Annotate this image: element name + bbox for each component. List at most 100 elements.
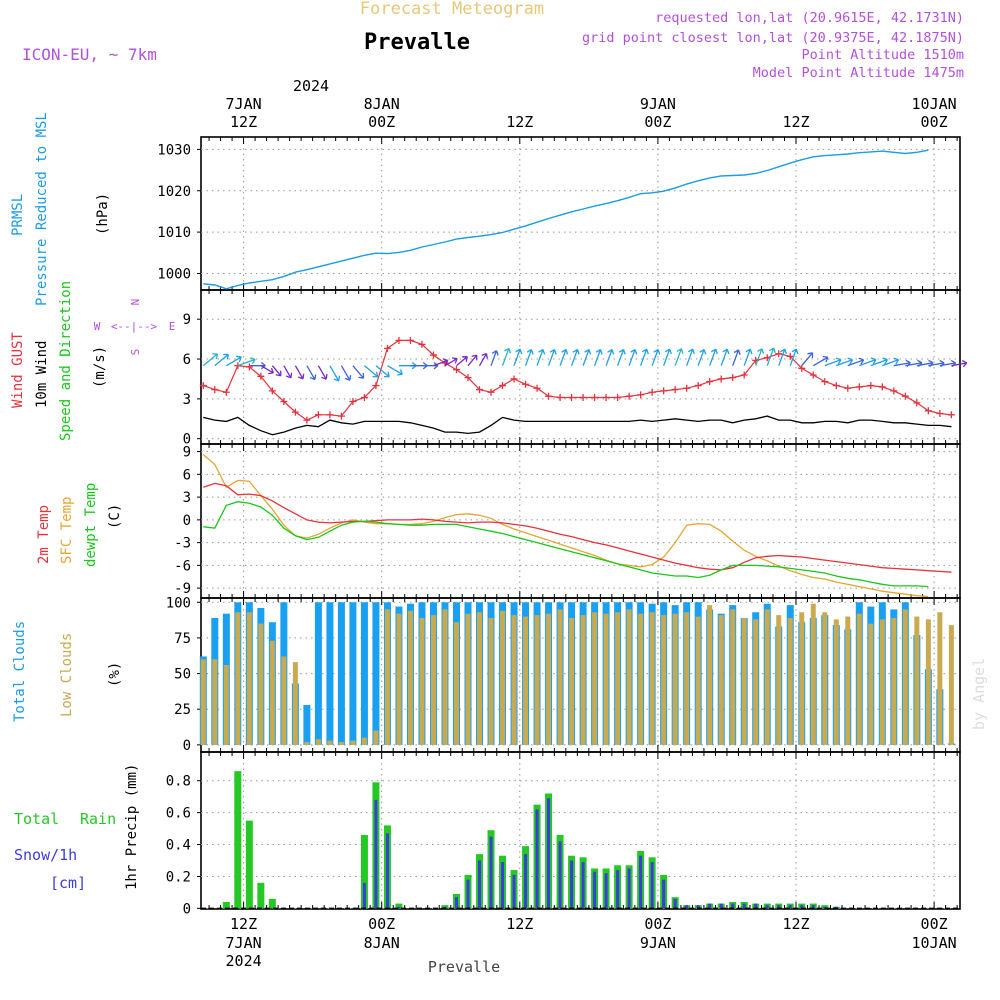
wind-arrow bbox=[490, 350, 499, 366]
wind-arrow-shaft bbox=[836, 359, 853, 367]
snow-bar bbox=[535, 809, 539, 909]
wind-arrow-head bbox=[572, 348, 580, 355]
gust-point bbox=[349, 398, 357, 406]
wind-arrow-shaft bbox=[824, 359, 842, 367]
wind-arrow bbox=[686, 348, 695, 366]
wind-arrow-head bbox=[250, 357, 256, 365]
low-cloud-bar bbox=[373, 730, 379, 745]
rain-bar bbox=[268, 898, 276, 909]
y-tick-label: -6 bbox=[174, 558, 191, 574]
label-speed-direction: Speed and Direction bbox=[58, 281, 74, 441]
label-2m-temp: 2m Temp bbox=[36, 505, 52, 564]
gust-point bbox=[303, 416, 311, 424]
wind-arrow-head bbox=[268, 367, 274, 375]
low-cloud-bar bbox=[603, 613, 609, 745]
wind-arrow-head bbox=[504, 347, 512, 354]
wind-arrow-head bbox=[882, 357, 888, 365]
total-cloud-bar bbox=[372, 602, 380, 745]
label-percent: (%) bbox=[107, 662, 123, 687]
y-tick-label: 6 bbox=[183, 352, 191, 368]
gust-point bbox=[809, 371, 817, 379]
wind-arrow-shaft bbox=[847, 359, 864, 367]
top-time-label: 00Z bbox=[644, 113, 671, 131]
low-cloud-bar bbox=[948, 625, 954, 745]
wind-arrow-head bbox=[618, 348, 626, 355]
wind-arrow-head bbox=[451, 357, 458, 364]
wind-arrow bbox=[317, 365, 328, 380]
wind-arrow-shaft bbox=[893, 362, 911, 367]
low-cloud-bar bbox=[246, 612, 252, 745]
low-cloud-bar bbox=[258, 623, 264, 745]
low-cloud-bar bbox=[925, 619, 931, 745]
low-cloud-bar bbox=[235, 612, 241, 745]
wind-arrow-head bbox=[768, 347, 776, 354]
y-tick-label: 0.8 bbox=[166, 774, 191, 790]
wind-arrow-shaft bbox=[720, 348, 728, 366]
snow-bar bbox=[593, 871, 597, 909]
low-cloud-bar bbox=[396, 613, 402, 745]
gust-point bbox=[786, 352, 794, 360]
label-precip-mm: 1hr Precip (mm) bbox=[124, 764, 140, 890]
bottom-year-label: 2024 bbox=[226, 952, 262, 970]
y-tick-label: 0.4 bbox=[166, 838, 191, 854]
y-tick-label: 0 bbox=[183, 738, 191, 754]
bottom-time-label: 12Z bbox=[506, 915, 533, 933]
gust-point bbox=[199, 382, 207, 390]
gust-point bbox=[867, 382, 875, 390]
snow-bar bbox=[570, 860, 574, 909]
wind-arrow bbox=[329, 365, 341, 382]
label-dewpt-temp: dewpt Temp bbox=[83, 483, 99, 567]
label-total: Total bbox=[14, 810, 59, 828]
wind-arrow-head bbox=[710, 348, 718, 355]
compass-s: S bbox=[129, 349, 142, 356]
wind-arrow-shaft bbox=[674, 348, 682, 366]
wind-arrow bbox=[467, 354, 478, 367]
gust-point bbox=[533, 384, 541, 392]
sfc-temp-line bbox=[202, 454, 929, 598]
wind-arrow-head bbox=[442, 358, 449, 366]
wind-arrow bbox=[755, 348, 765, 366]
wind-arrow bbox=[593, 348, 603, 366]
low-cloud-bar bbox=[534, 615, 540, 745]
snow-bar bbox=[639, 855, 643, 909]
wind-arrow-shaft bbox=[387, 365, 403, 375]
wind-arrow bbox=[766, 347, 776, 366]
wind-arrow-shaft bbox=[697, 349, 705, 366]
gust-point bbox=[568, 394, 576, 402]
y-tick-label: 0 bbox=[183, 432, 191, 448]
wind-arrow bbox=[640, 348, 649, 366]
wind-arrow-shaft bbox=[364, 365, 379, 378]
top-time-label: 00Z bbox=[368, 113, 395, 131]
snow-bar bbox=[742, 903, 746, 909]
product-title: Forecast Meteogram bbox=[360, 0, 544, 19]
low-cloud-bar bbox=[937, 612, 943, 745]
low-cloud-bar bbox=[569, 617, 575, 745]
low-cloud-bar bbox=[281, 656, 287, 745]
low-cloud-bar bbox=[430, 615, 436, 745]
gust-point bbox=[510, 375, 518, 383]
wind-arrow-shaft bbox=[501, 348, 510, 366]
10m-wind-line bbox=[203, 415, 952, 436]
gust-point bbox=[314, 411, 322, 419]
wind-arrow bbox=[720, 348, 730, 366]
wind-arrow bbox=[547, 348, 557, 366]
wind-arrow-shaft bbox=[444, 358, 458, 367]
wind-arrow bbox=[732, 349, 741, 366]
snow-bar bbox=[811, 905, 815, 909]
wind-arrow-shaft bbox=[467, 354, 478, 367]
snow-bar bbox=[524, 854, 528, 909]
wind-arrow bbox=[836, 357, 853, 367]
wind-arrow bbox=[202, 353, 219, 367]
snow-bar bbox=[489, 836, 493, 909]
wind-arrow-head bbox=[822, 355, 829, 363]
rain-bar bbox=[245, 820, 253, 909]
snow-bar bbox=[708, 903, 712, 909]
wind-arrow bbox=[605, 348, 615, 366]
gust-point bbox=[360, 394, 368, 402]
gust-point bbox=[924, 407, 932, 415]
gust-point bbox=[406, 336, 414, 344]
wind-arrow-head bbox=[780, 348, 788, 355]
label-celsius: (C) bbox=[107, 504, 123, 529]
label-rain: Rain bbox=[80, 810, 116, 828]
bottom-date-label: 9JAN bbox=[640, 934, 676, 952]
